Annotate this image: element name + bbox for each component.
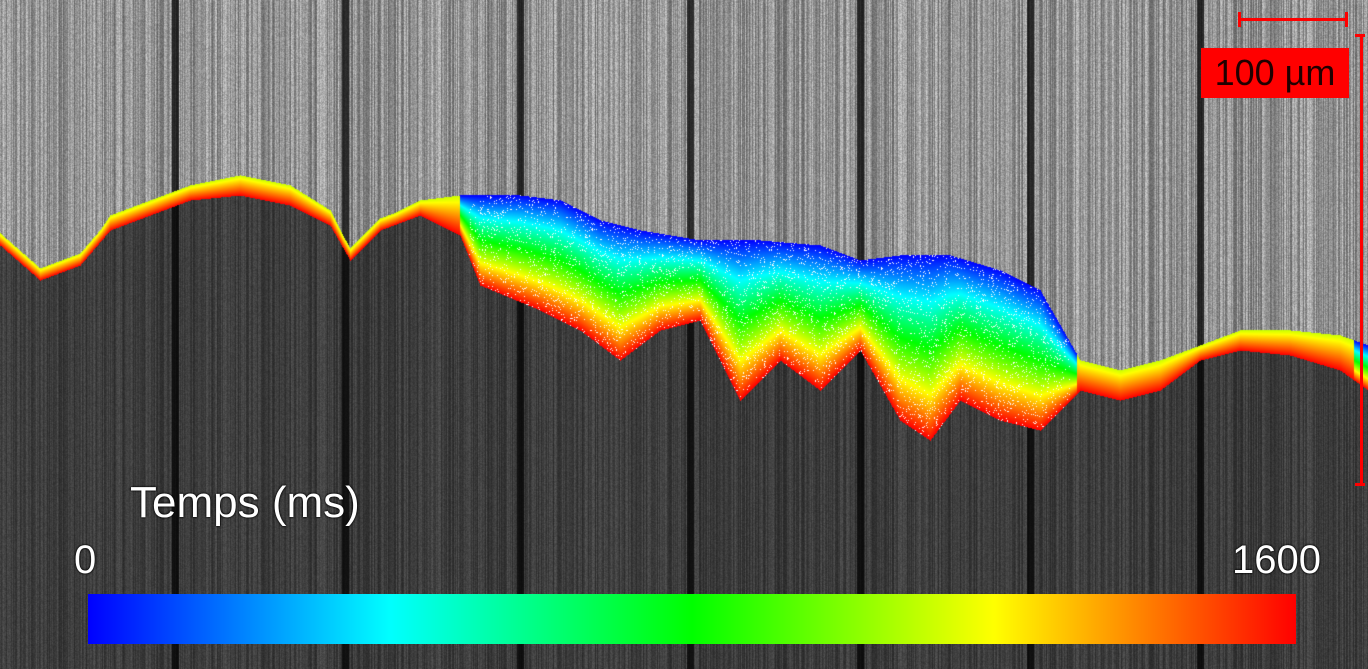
colorbar-max-label: 1600 — [1232, 538, 1321, 582]
scalebar-horizontal — [1238, 12, 1348, 27]
scalebar-vertical — [1355, 34, 1365, 486]
scalebar-label: 100 µm — [1201, 48, 1349, 98]
colorbar — [88, 594, 1296, 644]
colorbar-title: Temps (ms) — [130, 478, 360, 527]
colorbar-min-label: 0 — [74, 538, 97, 582]
